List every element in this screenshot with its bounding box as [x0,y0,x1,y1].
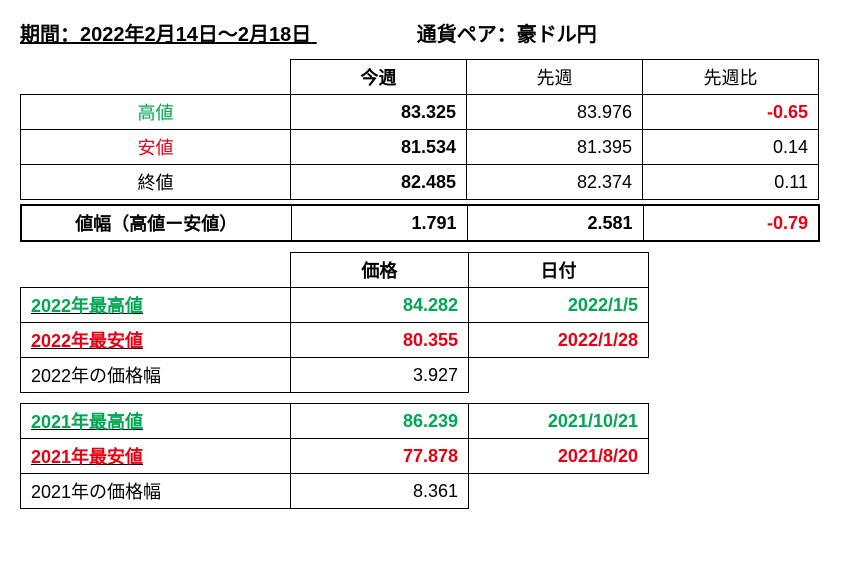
cell-price: 86.239 [291,404,469,439]
row-label: 2022年の価格幅 [21,358,291,393]
range-row: 値幅（高値ー安値） 1.791 2.581 -0.79 [21,205,819,241]
header-line: 期間：2022年2月14日～2月18日 通貨ペア：豪ドル円 [20,18,842,47]
row-label: 2021年最安値 [21,439,291,474]
table-row: 2021年の価格幅 8.361 [21,474,649,509]
row-label: 2021年最高値 [21,404,291,439]
table-row: 2022年最安値 80.355 2022/1/28 [21,323,649,358]
row-label: 終値 [21,165,291,200]
range-last-week: 2.581 [467,205,643,241]
range-table: 値幅（高値ー安値） 1.791 2.581 -0.79 [20,204,820,242]
range-label: 値幅（高値ー安値） [21,205,291,241]
table-row: 高値 83.325 83.976 -0.65 [21,95,819,130]
table-row: 2022年の価格幅 3.927 [21,358,649,393]
cell-date: 2021/10/21 [469,404,649,439]
row-label: 安値 [21,130,291,165]
cell-diff: 0.11 [643,165,819,200]
row-label: 2021年の価格幅 [21,474,291,509]
empty-cell [21,253,291,288]
cell-last-week: 81.395 [467,130,643,165]
cell-price: 80.355 [291,323,469,358]
cell-diff: -0.65 [643,95,819,130]
cell-last-week: 83.976 [467,95,643,130]
table-row: 安値 81.534 81.395 0.14 [21,130,819,165]
table-row: 2021年最安値 77.878 2021/8/20 [21,439,649,474]
cell-last-week: 82.374 [467,165,643,200]
row-label: 2022年最高値 [21,288,291,323]
cell-date: 2021/8/20 [469,439,649,474]
row-label: 2022年最安値 [21,323,291,358]
cell-price: 3.927 [291,358,469,393]
year2021-table: 2021年最高値 86.239 2021/10/21 2021年最安値 77.8… [20,403,649,509]
header-this-week: 今週 [291,60,467,95]
table-header-row: 今週 先週 先週比 [21,60,819,95]
cell-this-week: 82.485 [291,165,467,200]
header-date: 日付 [469,253,649,288]
header-last-week: 先週 [467,60,643,95]
table-header-row: 価格 日付 [21,253,649,288]
range-diff: -0.79 [643,205,819,241]
empty-cell [469,474,649,509]
cell-diff: 0.14 [643,130,819,165]
cell-date: 2022/1/28 [469,323,649,358]
table-row: 2022年最高値 84.282 2022/1/5 [21,288,649,323]
cell-this-week: 81.534 [291,130,467,165]
table-row: 2021年最高値 86.239 2021/10/21 [21,404,649,439]
header-price: 価格 [291,253,469,288]
empty-cell [469,358,649,393]
weekly-table: 今週 先週 先週比 高値 83.325 83.976 -0.65 安値 81.5… [20,59,819,200]
cell-this-week: 83.325 [291,95,467,130]
header-diff: 先週比 [643,60,819,95]
table-row: 終値 82.485 82.374 0.11 [21,165,819,200]
row-label: 高値 [21,95,291,130]
cell-price: 84.282 [291,288,469,323]
cell-price: 8.361 [291,474,469,509]
empty-cell [21,60,291,95]
pair-label: 通貨ペア：豪ドル円 [417,18,597,47]
period-label: 期間：2022年2月14日～2月18日 [20,24,311,46]
cell-price: 77.878 [291,439,469,474]
range-this-week: 1.791 [291,205,467,241]
cell-date: 2022/1/5 [469,288,649,323]
year2022-table: 価格 日付 2022年最高値 84.282 2022/1/5 2022年最安値 … [20,252,649,393]
